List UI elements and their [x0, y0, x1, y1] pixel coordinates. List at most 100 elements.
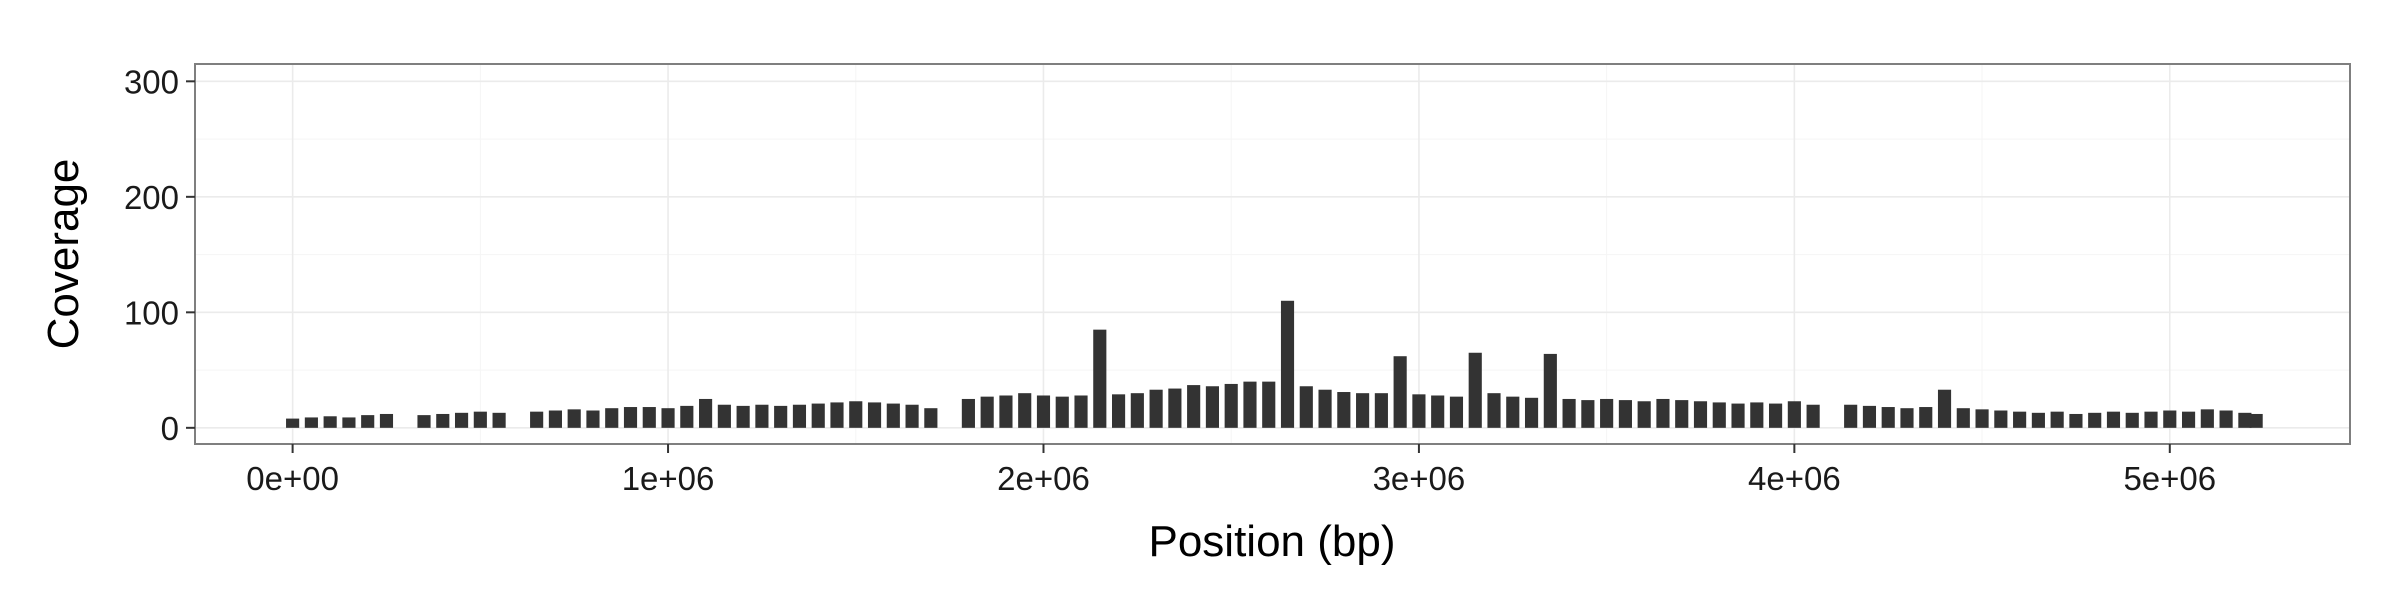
coverage-bar [2219, 410, 2233, 428]
coverage-bar [1656, 398, 1670, 428]
coverage-bar [342, 417, 356, 428]
coverage-bar [867, 402, 882, 428]
coverage-bar [830, 402, 844, 428]
y-tick-label: 200 [124, 179, 179, 216]
coverage-bar [1787, 401, 1801, 428]
coverage-bar [1356, 393, 1370, 428]
coverage-bar [680, 405, 694, 428]
coverage-bar [999, 395, 1013, 428]
coverage-bar [1074, 395, 1088, 428]
x-tick-label: 0e+00 [246, 460, 339, 497]
coverage-bar [980, 396, 994, 428]
coverage-bar [642, 407, 656, 428]
coverage-bar [1036, 395, 1051, 428]
coverage-bar [1769, 403, 1783, 428]
coverage-bar [1055, 396, 1069, 428]
coverage-bar [1618, 400, 1632, 428]
coverage-bar [2238, 412, 2252, 428]
coverage-bar [1524, 397, 1539, 428]
coverage-bar [699, 398, 713, 428]
y-tick-label: 100 [124, 294, 179, 331]
coverage-bar [605, 408, 619, 428]
x-tick-label: 2e+06 [997, 460, 1090, 497]
coverage-bar [1994, 410, 2008, 428]
coverage-bar [1318, 389, 1332, 428]
coverage-bar [1431, 395, 1445, 428]
coverage-bar [530, 411, 544, 428]
coverage-bar [473, 411, 487, 428]
coverage-bar [1487, 393, 1501, 428]
coverage-bar [2069, 413, 2083, 428]
coverage-bar [623, 407, 638, 428]
y-tick-label: 0 [161, 410, 179, 447]
plot-panel-border [194, 63, 2351, 445]
coverage-bar [417, 415, 431, 428]
coverage-bar [1806, 404, 1820, 428]
coverage-bar [1750, 402, 1764, 428]
coverage-bar [661, 408, 675, 428]
coverage-bar [1337, 392, 1351, 428]
coverage-bar [1562, 398, 1576, 428]
coverage-bar [1543, 353, 1557, 428]
coverage-bar [1187, 385, 1201, 428]
coverage-bar [1168, 388, 1182, 428]
coverage-bar [1280, 300, 1295, 428]
coverage-bar [1862, 405, 1877, 428]
coverage-bar [286, 418, 300, 428]
coverage-bar [2088, 412, 2102, 428]
coverage-bar [2031, 412, 2045, 428]
coverage-bar [1224, 383, 1238, 428]
coverage-bar [1506, 396, 1520, 428]
y-tick-label: 300 [124, 63, 179, 100]
coverage-bar [1975, 409, 1989, 428]
coverage-bar [1637, 401, 1651, 428]
coverage-bar [1093, 329, 1107, 428]
coverage-bar [2249, 413, 2263, 428]
coverage-bar [492, 412, 506, 428]
coverage-bar [1149, 389, 1163, 428]
coverage-bar [1449, 396, 1464, 428]
coverage-bar [1262, 381, 1276, 428]
coverage-bar [849, 401, 863, 428]
coverage-bar [1018, 393, 1032, 428]
coverage-bar [2106, 411, 2121, 428]
coverage-bar [2181, 411, 2196, 428]
x-tick-label: 3e+06 [1373, 460, 1466, 497]
coverage-bar [361, 415, 375, 428]
coverage-bar [454, 412, 469, 428]
coverage-bar [1919, 407, 1933, 428]
coverage-bar [1243, 381, 1257, 428]
coverage-bar [905, 404, 919, 428]
minor-grid [195, 64, 2350, 444]
coverage-bar [2200, 409, 2214, 428]
x-axis-ticks: 0e+00 1e+06 2e+06 3e+06 4e+06 5e+06 [246, 444, 2216, 497]
y-axis-ticks: 0 100 200 300 [124, 63, 195, 447]
coverage-bar [811, 403, 825, 428]
coverage-bar [1468, 352, 1482, 428]
coverage-bar [2163, 410, 2177, 428]
x-tick-label: 5e+06 [2123, 460, 2216, 497]
coverage-bar [1731, 403, 1745, 428]
coverage-bar [323, 416, 337, 428]
x-axis-title: Position (bp) [1148, 517, 1395, 566]
coverage-bar [548, 410, 562, 428]
coverage-bar [379, 413, 394, 428]
coverage-bar [1956, 408, 1970, 428]
coverage-bar [2050, 411, 2064, 428]
coverage-bar [886, 403, 900, 428]
coverage-bar [755, 404, 769, 428]
coverage-bar [717, 404, 731, 428]
coverage-bar [567, 409, 581, 428]
coverage-bar [1130, 393, 1144, 428]
coverage-bar [2125, 412, 2139, 428]
y-axis-title: Coverage [39, 159, 88, 350]
coverage-bar [1412, 394, 1426, 428]
coverage-bar [1600, 398, 1614, 428]
coverage-bar [2144, 411, 2158, 428]
coverage-bar [1693, 401, 1708, 428]
coverage-bars [286, 300, 2263, 428]
x-tick-label: 1e+06 [622, 460, 715, 497]
coverage-bar [1299, 386, 1313, 428]
